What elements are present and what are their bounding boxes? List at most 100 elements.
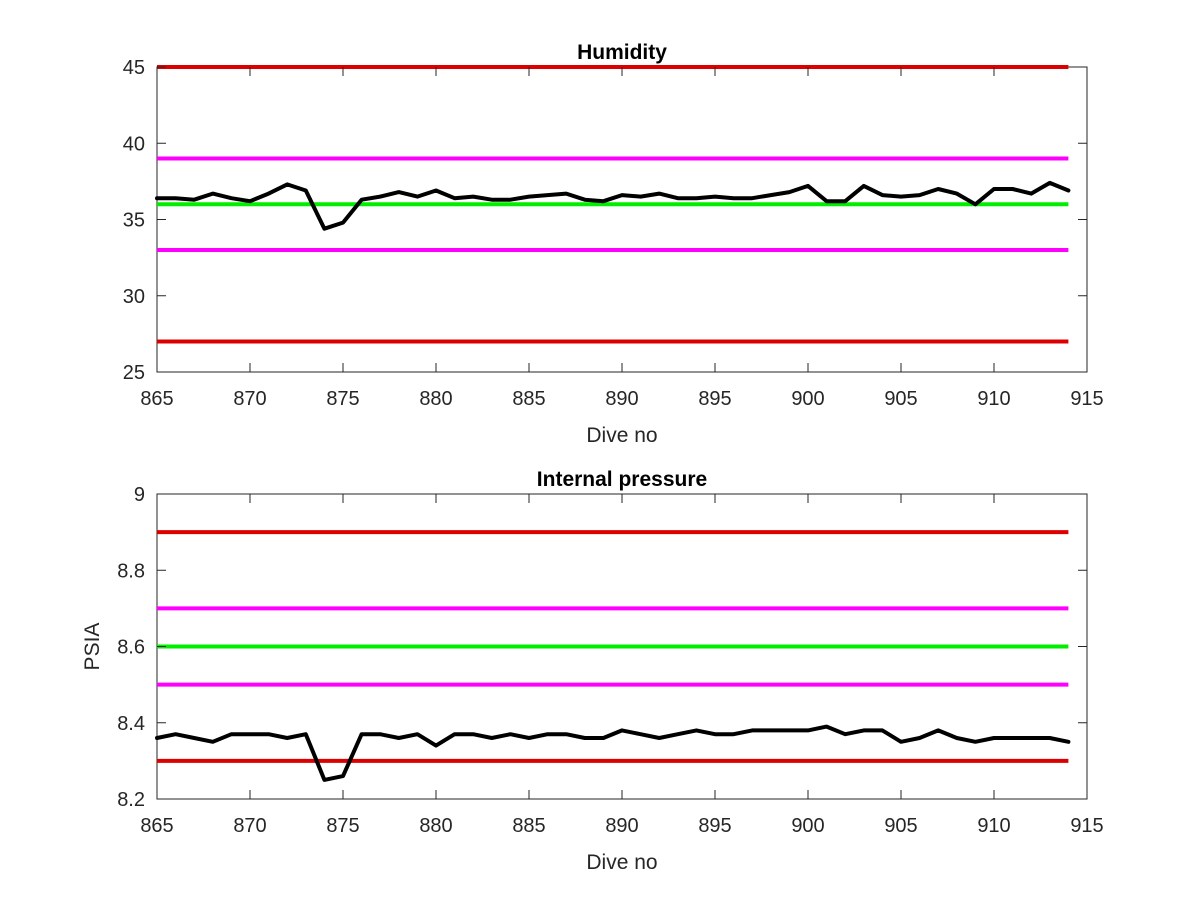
data-point (267, 192, 270, 195)
y-tick-label: 8.6 (117, 637, 145, 659)
x-tick-label: 865 (140, 388, 173, 410)
data-point (863, 185, 865, 187)
data-point (770, 729, 772, 732)
data-point (546, 733, 549, 735)
data-point (732, 733, 735, 735)
data-point (379, 733, 382, 735)
data-point (1067, 741, 1070, 743)
data-point (751, 729, 753, 732)
x-tick-label: 880 (419, 815, 452, 837)
data-point (844, 200, 846, 202)
data-point (807, 185, 809, 187)
data-point (881, 194, 884, 196)
data-point (658, 192, 660, 195)
data-point (398, 737, 400, 739)
data-point (528, 195, 530, 198)
x-tick-label: 875 (326, 388, 359, 410)
data-point (286, 183, 289, 186)
y-tick-label: 35 (123, 210, 145, 232)
data-point (509, 733, 512, 735)
y-tick-label: 8.2 (117, 789, 145, 811)
data-point (212, 192, 214, 195)
x-axis-label: Dive no (586, 424, 657, 447)
data-point (770, 194, 772, 196)
data-point (1067, 189, 1070, 192)
x-tick-label: 895 (698, 388, 731, 410)
data-point (658, 737, 660, 739)
y-tick-label: 25 (123, 362, 145, 384)
data-point (305, 189, 307, 192)
data-point (751, 197, 753, 199)
data-point (230, 733, 233, 735)
data-point (193, 198, 195, 201)
data-point (379, 195, 382, 198)
data-point (174, 733, 177, 735)
data-point (695, 729, 698, 732)
data-point (1030, 192, 1032, 195)
data-point (714, 195, 716, 198)
x-tick-label: 900 (791, 388, 824, 410)
data-point (584, 737, 586, 739)
data-point (491, 198, 493, 201)
x-tick-label: 880 (419, 388, 452, 410)
data-point (174, 197, 177, 199)
data-point (472, 195, 475, 198)
data-point (863, 729, 865, 732)
x-axis-label: Dive no (586, 851, 657, 874)
data-point (788, 729, 791, 732)
data-point (342, 775, 344, 777)
data-point (416, 733, 419, 735)
data-series-line (155, 180, 1071, 231)
y-tick-label: 8.8 (117, 560, 145, 582)
data-point (639, 195, 642, 198)
x-tick-label: 910 (977, 388, 1010, 410)
y-axis-label: PSIA (81, 623, 104, 671)
data-point (156, 737, 158, 739)
y-tick-label: 30 (123, 286, 145, 308)
data-point (807, 729, 809, 732)
data-point (974, 741, 977, 743)
data-point (360, 198, 363, 201)
data-point (156, 197, 158, 199)
data-point (509, 198, 512, 201)
data-point (565, 733, 567, 735)
chart-title: Humidity (577, 41, 667, 64)
x-tick-label: 870 (233, 388, 266, 410)
data-point (900, 195, 902, 198)
data-point (323, 227, 326, 230)
data-point (453, 197, 456, 199)
data-point (993, 737, 995, 739)
x-tick-label: 905 (884, 815, 917, 837)
data-point (565, 192, 567, 195)
x-tick-label: 910 (977, 815, 1010, 837)
x-tick-label: 905 (884, 388, 917, 410)
data-point (435, 189, 437, 192)
data-point (881, 729, 884, 732)
x-tick-label: 875 (326, 815, 359, 837)
data-point (937, 729, 939, 732)
x-tick-label: 885 (512, 388, 545, 410)
x-tick-label: 900 (791, 815, 824, 837)
data-point (491, 737, 493, 739)
data-point (305, 733, 307, 735)
data-point (249, 200, 251, 202)
data-point (677, 733, 679, 735)
x-tick-label: 895 (698, 815, 731, 837)
y-tick-label: 8.4 (117, 713, 145, 735)
data-point (900, 741, 902, 743)
data-point (844, 733, 846, 735)
data-point (993, 188, 995, 190)
data-point (1011, 737, 1014, 739)
data-point (212, 741, 214, 743)
data-point (621, 729, 623, 732)
data-point (398, 191, 400, 193)
x-tick-label: 915 (1070, 815, 1103, 837)
data-point (639, 733, 642, 735)
data-point (602, 200, 605, 202)
x-tick-label: 885 (512, 815, 545, 837)
data-point (825, 725, 828, 728)
y-tick-label: 9 (134, 484, 145, 506)
internal-pressure-chart: 865 870 875 880 885 890 895 900 905 910 915 8.2 8.4 8… (81, 468, 1104, 874)
data-series-line (155, 724, 1071, 782)
